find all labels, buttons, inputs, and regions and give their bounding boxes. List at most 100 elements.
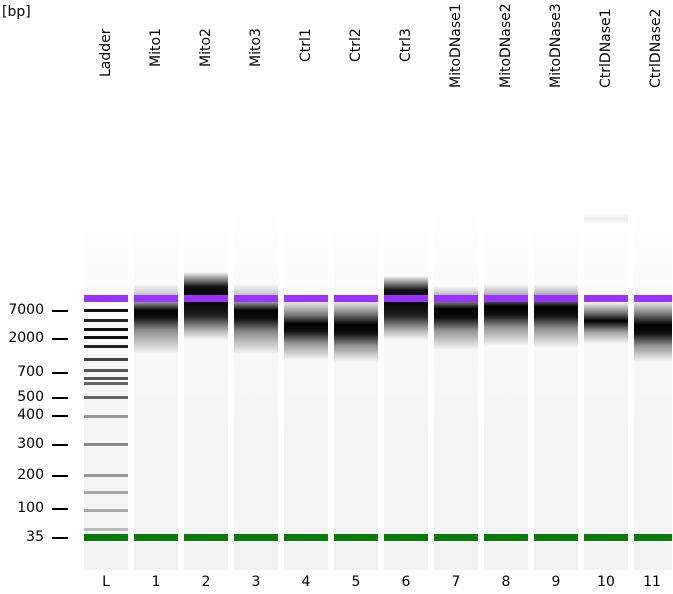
upper-marker: [434, 295, 478, 302]
lane-background: [584, 204, 628, 570]
sample-band: [384, 300, 428, 340]
size-tick-200: [52, 475, 68, 477]
lane-number-ladder: L: [102, 574, 110, 590]
size-tick-500: [52, 397, 68, 399]
lane-background: [334, 204, 378, 570]
size-label-100: 100: [17, 500, 44, 516]
size-tick-300: [52, 444, 68, 446]
lower-marker: [234, 534, 278, 541]
upper-marker: [134, 295, 178, 302]
ladder-band: [84, 319, 128, 322]
ladder-band: [84, 358, 128, 361]
sample-band: [534, 284, 578, 348]
lane-11[interactable]: [634, 204, 672, 570]
lane-number-4: 4: [301, 574, 311, 590]
ladder-band: [84, 443, 128, 446]
lane-name-8: MitoDNase2: [498, 3, 514, 88]
lane-name-4: Ctrl1: [298, 28, 314, 62]
upper-marker: [84, 295, 128, 302]
ladder-band: [84, 396, 128, 399]
upper-marker: [534, 295, 578, 302]
lane-background: [634, 204, 672, 570]
lower-marker: [634, 534, 672, 541]
size-label-700: 700: [17, 364, 44, 380]
size-label-2000: 2000: [8, 330, 44, 346]
size-label-300: 300: [17, 436, 44, 452]
lower-marker: [184, 534, 228, 541]
size-label-500: 500: [17, 389, 44, 405]
lower-marker: [134, 534, 178, 541]
lane-background: [434, 204, 478, 570]
lane-number-5: 5: [351, 574, 361, 590]
lane-number-6: 6: [401, 574, 411, 590]
lane-name-5: Ctrl2: [348, 28, 364, 62]
size-tick-400: [52, 415, 68, 417]
lane-5[interactable]: [334, 204, 378, 570]
lane-name-7: MitoDNase1: [448, 3, 464, 88]
lane-name-ladder: Ladder: [98, 28, 114, 77]
lower-marker: [384, 534, 428, 541]
upper-marker: [634, 295, 672, 302]
ladder-band: [84, 336, 128, 339]
upper-marker: [234, 295, 278, 302]
lane-8[interactable]: [484, 204, 528, 570]
lower-marker: [484, 534, 528, 541]
lane-number-1: 1: [151, 574, 161, 590]
ladder-band: [84, 345, 128, 348]
size-tick-35: [52, 537, 68, 539]
sample-band: [484, 284, 528, 346]
lane-name-3: Mito3: [248, 28, 264, 67]
lane-number-2: 2: [201, 574, 211, 590]
ladder-band: [84, 528, 128, 531]
lane-1[interactable]: [134, 204, 178, 570]
size-tick-700: [52, 372, 68, 374]
lane-background: [484, 204, 528, 570]
lane-6[interactable]: [384, 204, 428, 570]
lane-background: [234, 204, 278, 570]
lane-number-11: 11: [643, 574, 661, 590]
size-tick-2000: [52, 338, 68, 340]
lane-9[interactable]: [534, 204, 578, 570]
ladder-band: [84, 328, 128, 331]
upper-marker: [284, 295, 328, 302]
lane-background: [534, 204, 578, 570]
lane-name-2: Mito2: [198, 28, 214, 67]
lane-name-10: CtrlDNase1: [598, 8, 614, 88]
lane-10[interactable]: [584, 204, 628, 570]
sample-band: [334, 300, 378, 362]
lane-3[interactable]: [234, 204, 278, 570]
size-label-200: 200: [17, 467, 44, 483]
lane-7[interactable]: [434, 204, 478, 570]
lane-4[interactable]: [284, 204, 328, 570]
lane-name-1: Mito1: [148, 28, 164, 67]
sample-band: [584, 214, 628, 224]
ladder-band: [84, 382, 128, 385]
sample-band: [184, 300, 228, 340]
ladder-band: [84, 491, 128, 494]
upper-marker: [334, 295, 378, 302]
lower-marker: [284, 534, 328, 541]
lane-number-7: 7: [451, 574, 461, 590]
lane-ladder[interactable]: [84, 204, 128, 570]
lane-name-11: CtrlDNase2: [648, 8, 664, 88]
size-label-35: 35: [26, 529, 44, 545]
size-label-400: 400: [17, 407, 44, 423]
upper-marker: [384, 295, 428, 302]
lane-background: [384, 204, 428, 570]
upper-marker: [484, 295, 528, 302]
ladder-band: [84, 309, 128, 312]
lower-marker: [334, 534, 378, 541]
lane-background: [84, 204, 128, 570]
lower-marker: [84, 534, 128, 541]
sample-band: [584, 302, 628, 344]
lane-number-8: 8: [501, 574, 511, 590]
lower-marker: [584, 534, 628, 541]
ladder-band: [84, 474, 128, 477]
size-tick-7000: [52, 310, 68, 312]
sample-band: [284, 300, 328, 360]
lower-marker: [534, 534, 578, 541]
ladder-band: [84, 369, 128, 372]
lane-2[interactable]: [184, 204, 228, 570]
upper-marker: [184, 295, 228, 302]
lane-background: [284, 204, 328, 570]
